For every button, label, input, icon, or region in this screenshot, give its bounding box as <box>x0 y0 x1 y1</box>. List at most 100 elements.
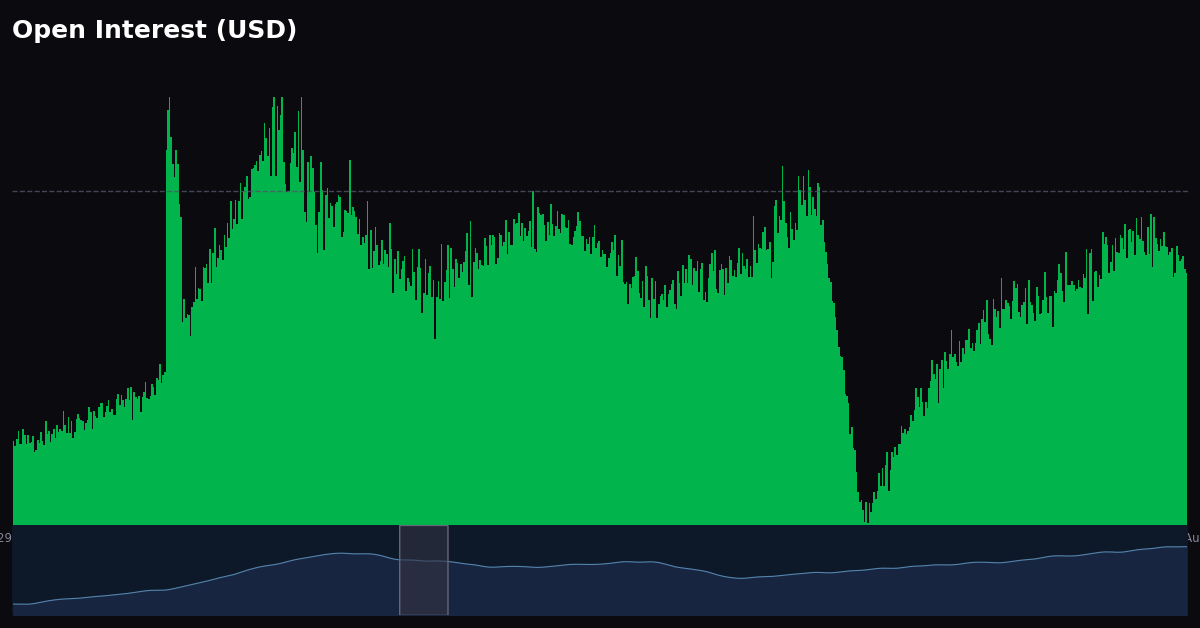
Bar <box>288 191 289 526</box>
Bar <box>32 436 34 526</box>
Bar <box>662 300 665 526</box>
Bar <box>1055 293 1057 526</box>
Bar <box>514 219 515 526</box>
Bar <box>684 283 685 526</box>
Bar <box>979 344 982 526</box>
Bar <box>1153 217 1156 526</box>
Bar <box>865 502 868 526</box>
Bar <box>142 397 143 526</box>
Bar <box>797 230 798 526</box>
Bar <box>151 384 152 526</box>
Bar <box>438 281 439 526</box>
Bar <box>635 257 637 526</box>
Bar <box>808 170 809 526</box>
Bar <box>1019 311 1020 526</box>
Bar <box>179 204 180 526</box>
Bar <box>221 250 222 526</box>
Bar <box>336 202 337 526</box>
Bar <box>576 226 577 526</box>
Bar <box>661 295 662 526</box>
Bar <box>1148 254 1150 526</box>
Bar <box>652 278 653 526</box>
Bar <box>283 162 284 526</box>
Bar <box>859 502 860 526</box>
Bar <box>104 412 106 526</box>
Bar <box>518 213 520 526</box>
Bar <box>306 222 307 526</box>
Bar <box>191 307 193 526</box>
Bar <box>296 167 298 526</box>
Bar <box>530 247 533 526</box>
Bar <box>180 217 181 526</box>
Bar <box>540 215 542 526</box>
Bar <box>835 317 836 526</box>
Bar <box>1158 251 1160 526</box>
Bar <box>568 220 570 526</box>
Bar <box>505 220 506 526</box>
Bar <box>48 431 50 526</box>
Bar <box>794 224 797 526</box>
Bar <box>1123 249 1124 526</box>
Bar <box>726 268 727 526</box>
Bar <box>462 272 463 526</box>
Bar <box>445 270 448 526</box>
Bar <box>250 197 251 526</box>
Bar <box>358 234 359 526</box>
Bar <box>289 163 292 526</box>
Bar <box>458 278 460 526</box>
Bar <box>382 239 383 526</box>
Bar <box>1147 227 1148 526</box>
Bar <box>302 150 304 526</box>
Bar <box>992 299 994 526</box>
Bar <box>991 345 992 526</box>
Bar <box>523 241 524 526</box>
Bar <box>676 309 677 526</box>
Bar <box>958 365 959 526</box>
Bar <box>412 249 413 526</box>
Bar <box>331 206 332 526</box>
Bar <box>40 432 42 526</box>
Bar <box>709 264 712 526</box>
Bar <box>203 267 204 526</box>
Bar <box>1172 276 1175 526</box>
Bar <box>118 394 119 526</box>
Bar <box>1058 264 1060 526</box>
Bar <box>1068 284 1069 526</box>
Bar <box>1078 279 1080 526</box>
Bar <box>1090 252 1091 526</box>
Bar <box>1044 272 1045 526</box>
Bar <box>733 270 736 526</box>
Bar <box>164 372 166 526</box>
Bar <box>798 176 799 526</box>
Bar <box>443 301 444 526</box>
Bar <box>455 259 457 526</box>
Bar <box>755 251 756 526</box>
Bar <box>199 290 202 526</box>
Bar <box>70 433 71 526</box>
Bar <box>236 224 238 526</box>
Bar <box>907 431 908 526</box>
Bar <box>1086 249 1087 526</box>
Bar <box>764 227 766 526</box>
Bar <box>359 219 360 526</box>
Bar <box>738 248 740 526</box>
Bar <box>320 162 322 526</box>
Bar <box>1163 232 1165 526</box>
Bar <box>1043 300 1044 526</box>
Bar <box>647 276 648 526</box>
Bar <box>1134 255 1135 526</box>
Bar <box>624 284 625 526</box>
Bar <box>1092 301 1094 526</box>
Bar <box>545 241 547 526</box>
Bar <box>30 442 32 526</box>
Bar <box>481 265 482 526</box>
Bar <box>1006 300 1007 526</box>
Bar <box>760 249 761 526</box>
Bar <box>353 207 354 526</box>
Bar <box>539 213 540 526</box>
Bar <box>938 403 940 526</box>
Bar <box>816 217 817 526</box>
Bar <box>922 401 923 526</box>
Bar <box>60 430 61 526</box>
Bar <box>476 252 478 526</box>
